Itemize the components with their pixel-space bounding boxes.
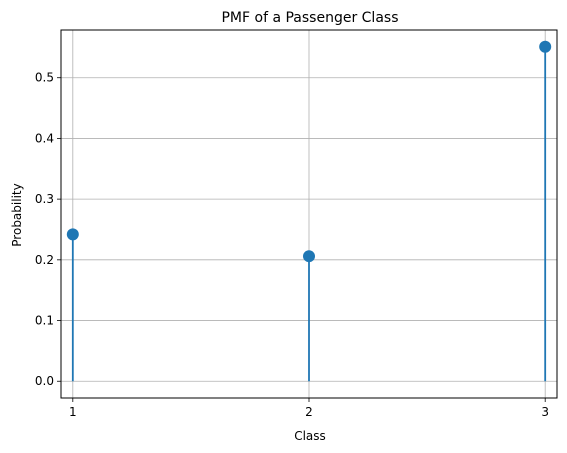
y-tick-label: 0.5: [35, 71, 54, 85]
stem-lines: [71, 46, 547, 382]
stem-marker: [303, 250, 315, 263]
y-tick-label: 0.0: [35, 374, 54, 388]
y-tick-label: 0.3: [35, 192, 54, 206]
stem-marker: [539, 40, 552, 53]
x-tick-label: 3: [541, 405, 549, 419]
stem-marker: [66, 228, 79, 241]
x-tick-label: 1: [69, 405, 77, 419]
x-tick-label: 2: [305, 405, 313, 419]
plot-frame: [60, 29, 558, 399]
y-tick-label: 0.4: [35, 131, 54, 145]
y-axis-label: Probability: [10, 183, 24, 246]
chart-title: PMF of a Passenger Class: [221, 10, 398, 26]
y-tick-label: 0.2: [35, 253, 54, 267]
axis-ticks: 1 2 3 0.0 0.1 0.2 0.3 0.4 0.5: [35, 71, 549, 419]
stem-markers: [66, 40, 552, 263]
x-axis-label: Class: [294, 429, 326, 443]
y-tick-label: 0.1: [35, 314, 54, 328]
